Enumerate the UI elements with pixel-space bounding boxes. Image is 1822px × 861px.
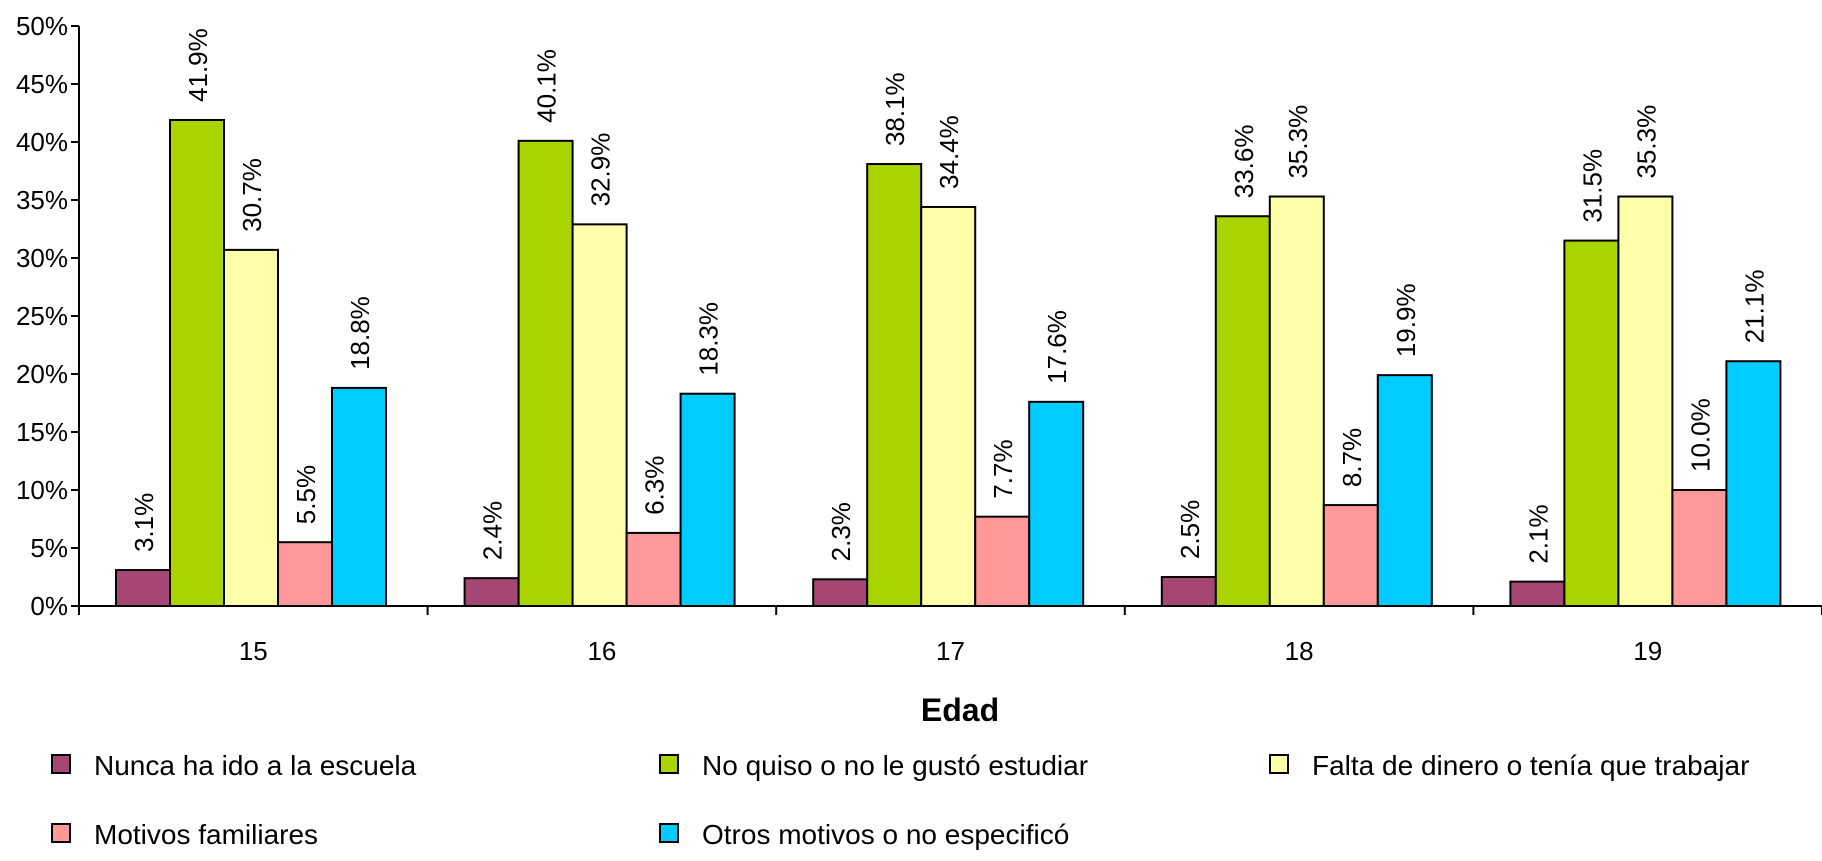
legend-label: Falta de dinero o tenía que trabajar [1312, 750, 1749, 781]
bar [517, 139, 574, 607]
bar [1028, 400, 1085, 607]
y-tick-label: 45% [16, 69, 68, 99]
bars [115, 118, 1782, 608]
legend-item: Falta de dinero o tenía que trabajar [1269, 750, 1749, 781]
y-tick-label: 15% [16, 417, 68, 447]
legend-label: Nunca ha ido a la escuela [94, 750, 417, 781]
data-label: 38.1% [880, 72, 910, 146]
data-label: 8.7% [1337, 428, 1367, 487]
legend-item: Nunca ha ido a la escuela [51, 750, 417, 781]
y-tick-label: 20% [16, 359, 68, 389]
x-tick-label: 16 [587, 636, 616, 666]
data-label: 33.6% [1229, 125, 1259, 199]
x-tick-label: 19 [1633, 636, 1662, 666]
bar [1509, 580, 1566, 608]
legend-swatch [659, 823, 679, 843]
legend-swatch [659, 754, 679, 774]
bar [1725, 360, 1782, 607]
legend-item: Motivos familiares [51, 819, 318, 850]
bar [1617, 195, 1674, 608]
data-label: 2.4% [478, 501, 508, 560]
data-label: 31.5% [1577, 149, 1607, 223]
data-label: 7.7% [988, 439, 1018, 498]
y-tick-label: 25% [16, 301, 68, 331]
bar [1671, 489, 1728, 607]
data-label: 35.3% [1283, 105, 1313, 179]
data-label: 41.9% [183, 28, 213, 102]
legend-item: Otros motivos o no especificó [659, 819, 1069, 850]
data-label: 34.4% [934, 115, 964, 189]
legend-item: No quiso o no le gustó estudiar [659, 750, 1088, 781]
data-label: 19.9% [1391, 283, 1421, 357]
bar [1160, 576, 1217, 607]
legend-swatch [51, 823, 71, 843]
bar [1563, 239, 1620, 607]
data-label: 32.9% [586, 133, 616, 207]
bar [1322, 504, 1379, 607]
y-tick-label: 40% [16, 127, 68, 157]
x-axis-title: Edad [921, 692, 999, 728]
y-axis: 0% 5% 10% 15% 20% 25% 30% 35% 40% 45% 50% [16, 11, 80, 621]
bar [679, 392, 736, 607]
data-label: 2.3% [826, 502, 856, 561]
bar [115, 569, 171, 607]
bar [223, 248, 279, 607]
data-label: 5.5% [291, 465, 321, 524]
legend-label: Otros motivos o no especificó [702, 819, 1069, 850]
data-label: 2.5% [1175, 500, 1205, 559]
bar [1214, 215, 1271, 608]
legend: Nunca ha ido a la escuela No quiso o no l… [51, 750, 1749, 850]
legend-swatch [1269, 754, 1289, 774]
data-label: 40.1% [532, 49, 562, 123]
bar [1376, 374, 1433, 607]
bar [1268, 195, 1325, 608]
y-tick-label: 0% [30, 591, 68, 621]
y-tick-label: 50% [16, 11, 68, 41]
x-tick-label: 17 [936, 636, 965, 666]
data-label: 21.1% [1739, 270, 1769, 344]
legend-label: No quiso o no le gustó estudiar [702, 750, 1088, 781]
data-label: 30.7% [237, 158, 267, 232]
legend-swatch [51, 754, 71, 774]
data-label: 35.3% [1631, 105, 1661, 179]
x-tick-label: 15 [239, 636, 268, 666]
bar [866, 163, 923, 607]
bar [169, 118, 225, 608]
y-tick-label: 35% [16, 185, 68, 215]
x-axis: 15 16 17 18 19 [78, 605, 1822, 666]
bar [277, 541, 333, 608]
bar [331, 386, 387, 608]
y-tick-label: 30% [16, 243, 68, 273]
y-tick-label: 5% [30, 533, 68, 563]
data-labels: 3.1% 41.9% 30.7% 5.5% 18.8% 2.4% 40.1% 32.9% 6.3… [129, 28, 1769, 563]
x-tick-label: 18 [1285, 636, 1314, 666]
data-label: 2.1% [1523, 504, 1553, 563]
data-label: 6.3% [640, 456, 670, 515]
bar [920, 205, 977, 608]
data-label: 18.8% [345, 296, 375, 370]
bar [625, 531, 682, 607]
data-label: 10.0% [1685, 398, 1715, 472]
bar [812, 578, 869, 608]
data-label: 3.1% [129, 493, 159, 552]
bar [571, 223, 628, 608]
bar [974, 515, 1031, 607]
legend-label: Motivos familiares [94, 819, 318, 850]
bar [463, 577, 520, 607]
y-tick-label: 10% [16, 475, 68, 505]
data-label: 18.3% [694, 302, 724, 376]
data-label: 17.6% [1042, 310, 1072, 384]
